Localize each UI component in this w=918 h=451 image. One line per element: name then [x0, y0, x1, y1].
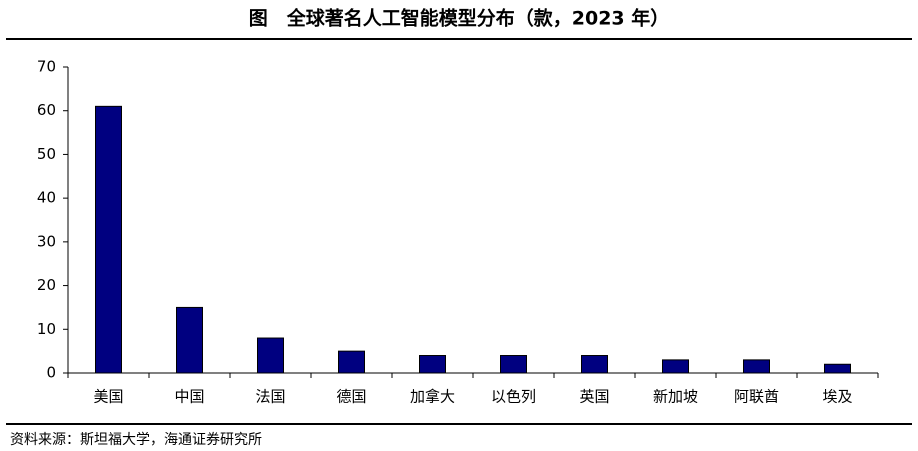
bar	[581, 355, 608, 374]
y-tick-label: 20	[37, 276, 56, 294]
y-tick-label: 70	[37, 58, 56, 76]
bar	[500, 355, 527, 374]
x-tick-label: 美国	[93, 388, 123, 406]
x-tick-label: 法国	[255, 388, 285, 406]
x-tick-label: 德国	[336, 388, 366, 406]
bar	[824, 363, 851, 374]
bar	[743, 359, 770, 374]
x-tick-label: 以色列	[491, 388, 536, 406]
bar	[95, 105, 122, 374]
source-note: 资料来源：斯坦福大学，海通证券研究所	[10, 432, 262, 448]
bar	[419, 355, 446, 374]
y-tick-label: 10	[37, 320, 56, 338]
bar	[257, 337, 284, 374]
bar	[662, 359, 689, 374]
y-tick-label: 30	[37, 232, 56, 250]
y-tick-label: 40	[37, 189, 56, 207]
x-tick-label: 加拿大	[410, 388, 455, 406]
bar	[176, 306, 203, 374]
x-tick-label: 新加坡	[653, 388, 698, 406]
y-tick-label: 0	[46, 364, 56, 382]
x-tick-label: 埃及	[822, 388, 852, 406]
y-tick-label: 60	[37, 101, 56, 119]
x-tick-label: 中国	[174, 388, 204, 406]
chart-title: 图 全球著名人工智能模型分布（款，2023 年）	[249, 7, 670, 30]
bar	[338, 350, 365, 374]
x-tick-label: 阿联酋	[734, 388, 779, 406]
x-tick-label: 英国	[579, 388, 609, 406]
y-tick-label: 50	[37, 145, 56, 163]
